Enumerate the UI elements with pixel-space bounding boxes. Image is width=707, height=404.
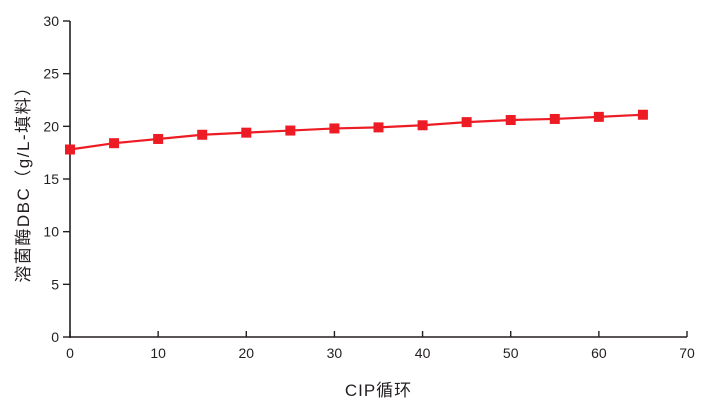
y-tick-label: 0 xyxy=(51,329,59,345)
x-tick-label: 10 xyxy=(150,345,166,361)
x-tick-label: 0 xyxy=(66,345,74,361)
y-tick-label: 5 xyxy=(51,276,59,292)
data-point-marker xyxy=(329,123,340,134)
x-tick-label: 70 xyxy=(679,345,695,361)
y-tick-label: 30 xyxy=(43,13,59,29)
data-point-marker xyxy=(109,138,120,149)
data-point-marker xyxy=(373,122,384,133)
x-tick-label: 40 xyxy=(415,345,431,361)
data-point-marker xyxy=(153,133,164,144)
y-tick-label: 25 xyxy=(43,66,59,82)
x-tick-label: 50 xyxy=(503,345,519,361)
data-point-marker xyxy=(505,115,516,126)
data-point-marker xyxy=(549,113,560,124)
y-tick-label: 10 xyxy=(43,224,59,240)
x-tick-label: 30 xyxy=(327,345,343,361)
data-series-line xyxy=(69,113,643,151)
data-point-marker xyxy=(241,127,252,138)
y-axis-title: 溶菌酶DBC（g/L-填料） xyxy=(14,77,33,283)
x-axis-title: CIP循环 xyxy=(344,381,413,400)
y-tick-label: 20 xyxy=(43,118,59,134)
x-tick-label: 60 xyxy=(591,345,607,361)
data-point-marker xyxy=(417,120,428,131)
y-tick-label: 15 xyxy=(43,171,59,187)
data-point-marker xyxy=(65,144,75,155)
x-tick-label: 20 xyxy=(238,345,254,361)
data-point-marker xyxy=(593,111,604,122)
data-point-marker xyxy=(285,125,296,136)
data-point-marker xyxy=(197,129,208,140)
data-point-marker xyxy=(461,117,472,128)
data-point-marker xyxy=(637,109,648,120)
